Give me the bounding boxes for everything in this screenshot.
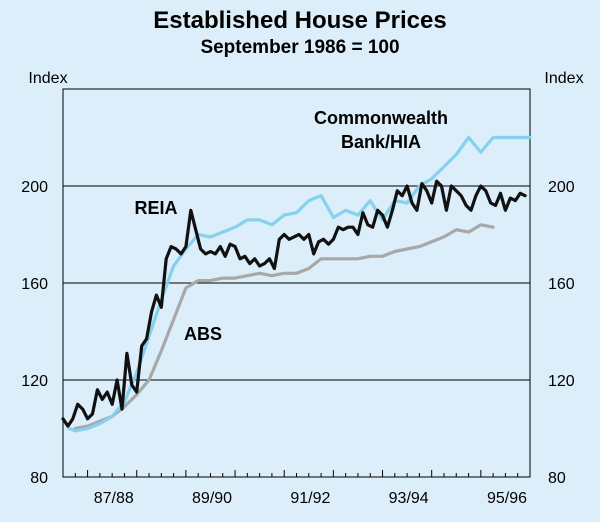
ytick-label-left: 200	[21, 179, 48, 196]
y-axis-label-left: Index	[28, 70, 67, 87]
series-line-abs	[73, 223, 495, 431]
annotation-abs: ABS	[184, 324, 222, 344]
xtick-label: 87/88	[94, 490, 134, 507]
series-line-reia	[61, 179, 527, 428]
chart-subtitle: September 1986 = 100	[200, 37, 400, 58]
xtick-label: 93/94	[389, 490, 429, 507]
ytick-label-right: 160	[548, 276, 575, 293]
axis-ticks: 80 80 120 120 160 160 200 200 87/88 89/90 91/92 93/…	[21, 179, 575, 507]
ytick-label-right: 80	[548, 470, 566, 487]
annotation-commonwealth: Commonwealth	[314, 108, 448, 128]
chart-title: Established House Prices	[153, 7, 447, 34]
annotation-bank-hia: Bank/HIA	[341, 132, 421, 152]
annotation-reia: REIA	[134, 198, 177, 218]
xtick-label: 89/90	[192, 490, 232, 507]
series-layer	[61, 135, 532, 433]
ytick-label-right: 200	[548, 179, 575, 196]
ytick-label-left: 160	[21, 276, 48, 293]
ytick-label-left: 120	[21, 373, 48, 390]
gridlines	[63, 185, 530, 381]
ytick-label-right: 120	[548, 373, 575, 390]
y-axis-label-right: Index	[544, 70, 583, 87]
ytick-label-left: 80	[30, 470, 48, 487]
xtick-label: 91/92	[290, 490, 330, 507]
xtick-label: 95/96	[487, 490, 527, 507]
